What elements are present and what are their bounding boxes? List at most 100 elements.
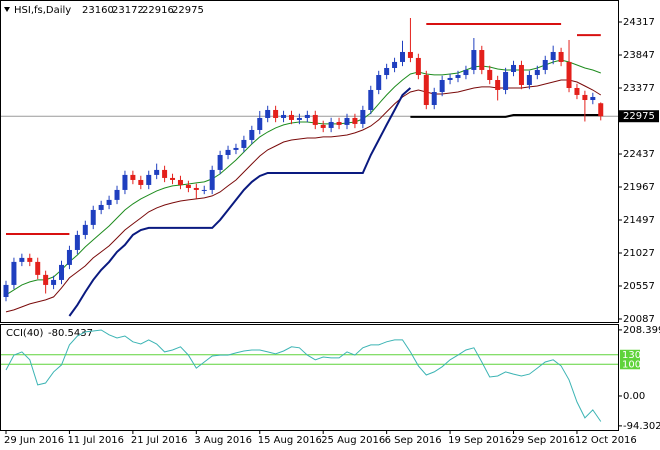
header-low: 22916: [142, 5, 174, 16]
candle-body: [471, 50, 477, 70]
candle-body: [415, 57, 421, 76]
candle-body: [114, 189, 120, 200]
candle-body: [185, 184, 191, 188]
candle-body: [11, 261, 17, 285]
header-high: 23172: [112, 5, 144, 16]
candle-body: [344, 117, 350, 125]
candle-body: [281, 114, 287, 118]
y-tick-label: 20557: [623, 281, 655, 292]
header-open: 23160: [82, 5, 114, 16]
candle-body: [82, 224, 88, 235]
cci-value: -80.5437: [48, 328, 93, 339]
candle-body: [90, 209, 96, 225]
cci-level-box: [620, 359, 640, 370]
candle-body: [328, 121, 334, 128]
candle-body: [534, 69, 540, 76]
candle-body: [51, 279, 57, 285]
candle-body: [27, 257, 33, 262]
x-tick-label: 19 Sep 2016: [448, 435, 511, 446]
candle-body: [574, 88, 580, 95]
candle-body: [320, 124, 326, 128]
candle-body: [193, 187, 199, 190]
candle-body: [495, 79, 501, 90]
cci-panel: [0, 324, 619, 431]
candle-body: [447, 77, 453, 80]
candle-body: [233, 147, 239, 150]
candle-body: [138, 179, 144, 185]
candle-body: [288, 114, 294, 120]
cci-line: [5, 329, 602, 422]
overlay-line: [5, 79, 602, 313]
candle-body: [43, 274, 49, 285]
candle-body: [542, 59, 548, 70]
candle-body: [487, 69, 493, 80]
candle-body: [257, 117, 263, 130]
price-box-label: 22975: [623, 111, 655, 122]
x-tick-label: 3 Aug 2016: [194, 435, 252, 446]
candle-body: [296, 117, 302, 120]
x-tick-label: 21 Jul 2016: [131, 435, 188, 446]
candle-body: [304, 114, 310, 118]
overlay-line: [5, 59, 601, 296]
candle-body: [518, 64, 524, 85]
candle-body: [59, 264, 65, 280]
candle-body: [312, 114, 318, 125]
candle-body: [352, 117, 358, 124]
overlay-line: [410, 114, 601, 118]
candle-body: [209, 169, 215, 190]
candle-body: [265, 109, 271, 118]
y-tick-label: 24317: [623, 17, 655, 28]
y-tick-label: 20087: [623, 314, 655, 325]
candle-body: [336, 121, 342, 125]
cci-level-label: 130: [622, 350, 641, 361]
candle-body: [455, 75, 461, 78]
candle-body: [19, 257, 25, 262]
candle-body: [392, 61, 398, 68]
candle-body: [384, 67, 390, 76]
cci-level-label: 100: [622, 359, 641, 370]
candle-body: [360, 109, 366, 124]
x-tick-label: 12 Oct 2016: [575, 435, 637, 446]
candle-body: [550, 51, 556, 60]
candle-body: [74, 234, 80, 250]
candle-body: [503, 71, 509, 90]
overlay-line: [6, 23, 601, 235]
cci-y-tick-label: 0.00: [623, 391, 645, 402]
candle-body: [376, 75, 382, 90]
candle-body: [225, 149, 231, 155]
candle-body: [479, 50, 485, 70]
y-tick-label: 21497: [623, 215, 655, 226]
x-tick-label: 11 Jul 2016: [67, 435, 124, 446]
y-tick-label: 21027: [623, 248, 655, 259]
cci-y-tick-label: -94.3029: [623, 421, 660, 432]
candle-body: [122, 174, 128, 190]
candle-body: [201, 189, 207, 191]
candle-body: [98, 204, 104, 210]
y-tick-label: 23847: [623, 50, 655, 61]
header-close: 22975: [172, 5, 204, 16]
price-box: [619, 110, 659, 123]
y-tick-label: 21967: [623, 182, 655, 193]
menu-arrow: [4, 7, 10, 12]
y-tick-label: 23377: [623, 83, 655, 94]
candle-body: [249, 129, 255, 140]
candle-body: [439, 79, 445, 93]
candle-body: [431, 92, 437, 105]
main-panel: [0, 0, 619, 323]
x-tick-label: 15 Aug 2016: [258, 435, 322, 446]
candle-body: [130, 174, 136, 180]
candle-body: [170, 177, 176, 180]
candle-body: [511, 64, 517, 72]
candle-body: [177, 179, 183, 185]
candle-body: [66, 249, 72, 265]
candle-body: [558, 51, 564, 62]
candle-body: [273, 109, 279, 118]
candle-body: [582, 94, 588, 101]
overlay-line: [68, 87, 412, 317]
candle-body: [3, 284, 9, 298]
candle-body: [423, 75, 429, 105]
candle-body: [241, 139, 247, 148]
cci-y-tick-label: 208.3994: [623, 325, 660, 336]
candle-body: [526, 75, 532, 85]
